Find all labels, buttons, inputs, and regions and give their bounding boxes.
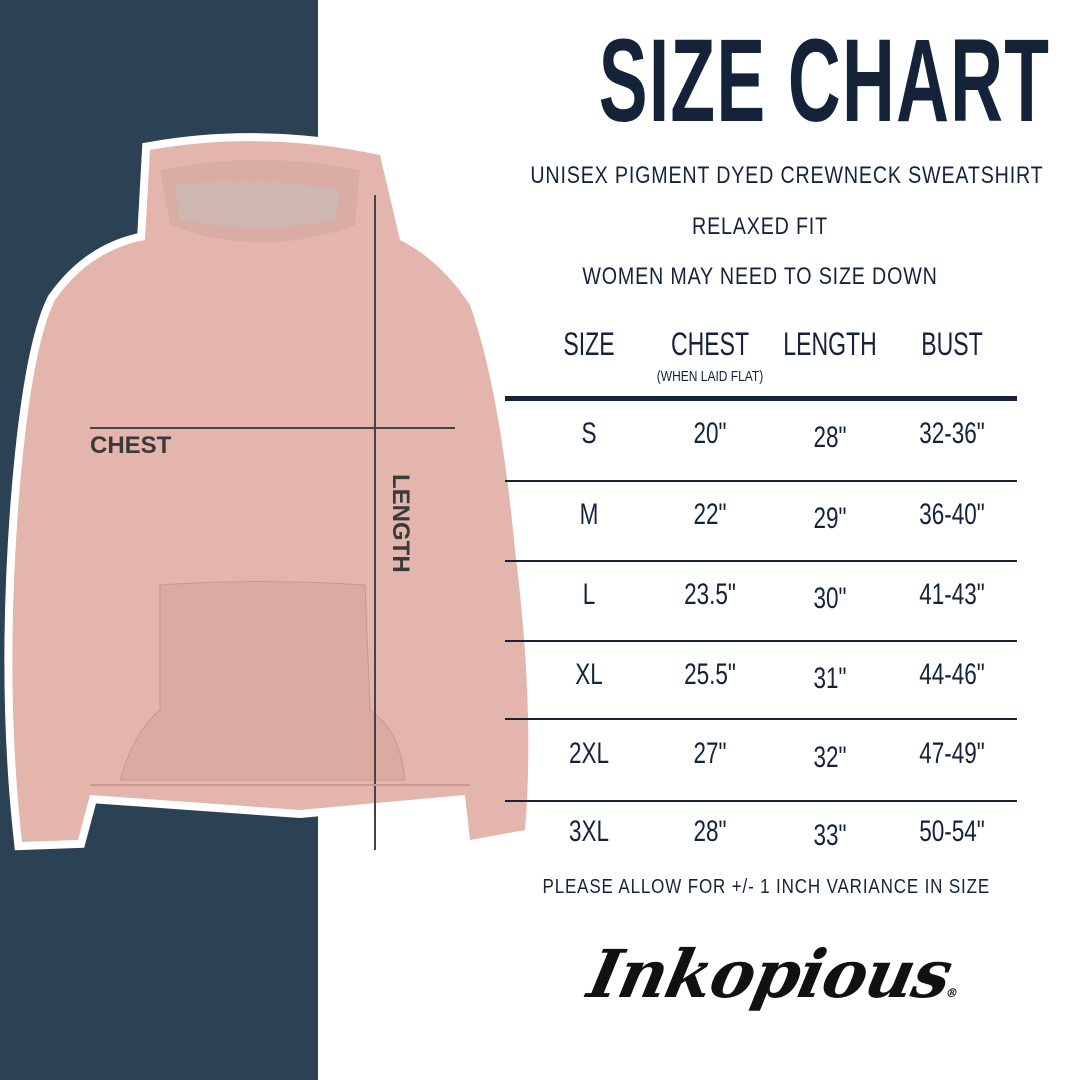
cell-length: 30" bbox=[813, 582, 847, 615]
header-chest: CHEST bbox=[670, 326, 750, 362]
sizing-advice: WOMEN MAY NEED TO SIZE DOWN bbox=[582, 263, 938, 290]
variance-note: PLEASE ALLOW FOR +/- 1 INCH VARIANCE IN … bbox=[542, 876, 991, 898]
page-title: SIZE CHART bbox=[598, 15, 1051, 147]
brand-logo: Inkopious® bbox=[581, 935, 959, 1013]
cell-length: 28" bbox=[813, 421, 847, 454]
cell-chest: 28" bbox=[693, 815, 727, 848]
cell-chest: 20" bbox=[693, 417, 727, 450]
cell-bust: 36-40" bbox=[919, 498, 985, 531]
cell-chest: 23.5" bbox=[684, 578, 736, 611]
row-divider bbox=[505, 560, 1017, 562]
cell-bust: 41-43" bbox=[919, 578, 985, 611]
cell-length: 29" bbox=[813, 502, 847, 535]
cell-size: L bbox=[582, 578, 596, 611]
cell-size: XL bbox=[575, 658, 603, 691]
row-divider bbox=[505, 718, 1017, 720]
cell-size: 2XL bbox=[568, 737, 610, 770]
row-divider bbox=[505, 480, 1017, 482]
product-subtitle: UNISEX PIGMENT DYED CREWNECK SWEATSHIRT bbox=[530, 162, 1044, 189]
cell-size: S bbox=[581, 417, 597, 450]
chest-note: (WHEN LAID FLAT) bbox=[656, 368, 764, 385]
header-bust: BUST bbox=[921, 326, 983, 362]
hoodie-photo bbox=[4, 133, 537, 851]
cell-bust: 47-49" bbox=[919, 737, 985, 770]
cell-size: M bbox=[579, 498, 599, 531]
cell-size: 3XL bbox=[568, 815, 610, 848]
cell-bust: 44-46" bbox=[919, 658, 985, 691]
header-length: LENGTH bbox=[783, 326, 877, 362]
cell-chest: 22" bbox=[693, 498, 727, 531]
cell-length: 31" bbox=[813, 662, 847, 695]
row-divider bbox=[505, 640, 1017, 642]
cell-chest: 27" bbox=[693, 737, 727, 770]
row-divider bbox=[505, 800, 1017, 802]
fit-subtitle: RELAXED FIT bbox=[692, 213, 828, 240]
cell-length: 32" bbox=[813, 741, 847, 774]
cell-chest: 25.5" bbox=[684, 658, 736, 691]
length-measure-label: LENGTH bbox=[387, 474, 414, 573]
header-divider bbox=[505, 396, 1017, 401]
cell-length: 33" bbox=[813, 819, 847, 852]
cell-bust: 50-54" bbox=[919, 815, 985, 848]
cell-bust: 32-36" bbox=[919, 417, 985, 450]
chest-measure-label: CHEST bbox=[90, 432, 172, 459]
header-size: SIZE bbox=[563, 326, 615, 362]
